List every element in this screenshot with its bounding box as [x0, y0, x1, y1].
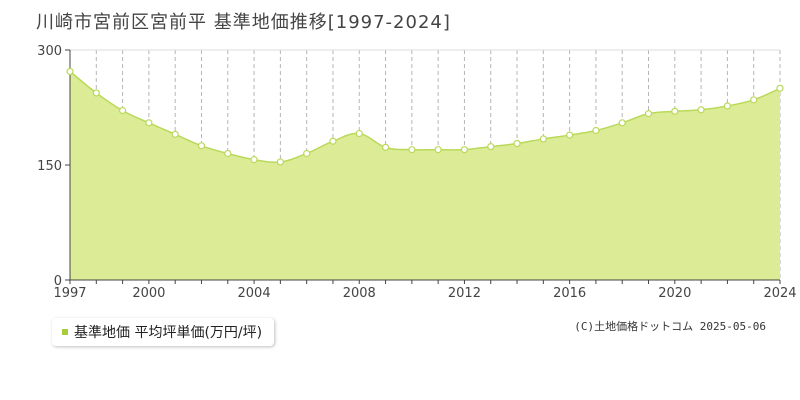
x-tick-label: 2008	[343, 286, 376, 300]
price-area	[70, 71, 780, 280]
x-tick-label: 2016	[553, 286, 586, 300]
price-line	[69, 70, 781, 164]
land-price-chart: 0 150 300 1997 2000 2004 2008 2012 2016 2020 2024	[37, 44, 796, 300]
data-point-2007	[329, 137, 337, 145]
x-tick-label: 2012	[448, 286, 481, 300]
data-point-2018	[618, 119, 626, 127]
legend-swatch	[62, 329, 68, 335]
data-point-2001	[171, 130, 179, 138]
data-point-2005	[276, 158, 284, 166]
x-tick-label: 2020	[658, 286, 691, 300]
data-point-2000	[145, 119, 153, 127]
data-point-2013	[487, 143, 495, 151]
x-tick-label: 2004	[238, 286, 271, 300]
data-markers	[66, 67, 784, 166]
data-point-2012	[460, 146, 469, 154]
data-point-2006	[303, 149, 311, 158]
data-point-2020	[671, 107, 679, 115]
data-point-2019	[644, 110, 653, 118]
data-point-2017	[592, 126, 600, 135]
y-tick-label: 300	[37, 44, 62, 59]
data-point-2021	[697, 106, 705, 114]
data-point-2003	[224, 149, 232, 158]
legend: 基準地価 平均坪単価(万円/坪)	[52, 318, 275, 346]
legend-label: 基準地価 平均坪単価(万円/坪)	[74, 325, 263, 341]
data-point-1998	[92, 89, 100, 97]
data-point-2024	[776, 84, 784, 92]
y-tick-label: 150	[37, 159, 62, 174]
data-point-2014	[513, 139, 521, 148]
data-point-2023	[750, 96, 758, 104]
data-point-1997	[66, 67, 74, 76]
data-point-2010	[408, 146, 416, 154]
data-point-2008	[355, 129, 363, 138]
x-tick-label: 1997	[53, 286, 86, 300]
data-point-2022	[723, 102, 732, 110]
data-point-2002	[197, 142, 206, 150]
data-point-2009	[381, 143, 390, 151]
tick-labels: 0 150 300 1997 2000 2004 2008 2012 2016 2020 2024	[37, 44, 796, 300]
data-point-2016	[566, 131, 574, 139]
x-tick-label: 2024	[763, 286, 796, 300]
x-tick-label: 2000	[132, 286, 165, 300]
data-point-1999	[118, 106, 127, 115]
credit-text: (C)土地価格ドットコム 2025-05-06	[574, 320, 766, 333]
data-point-2011	[434, 146, 442, 154]
data-point-2004	[250, 156, 258, 164]
chart-title: 川崎市宮前区宮前平 基準地価推移[1997-2024]	[36, 12, 451, 33]
axes	[65, 49, 781, 284]
data-point-2015	[539, 135, 547, 143]
y-tick-label: 0	[54, 274, 62, 289]
